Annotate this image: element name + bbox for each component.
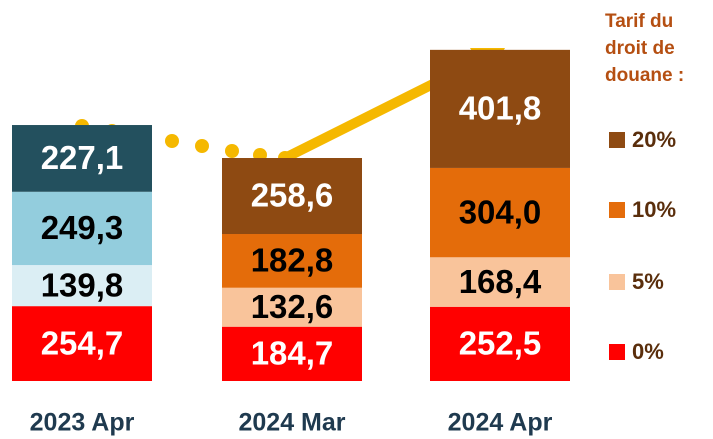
data-label: 249,3 bbox=[41, 209, 124, 246]
legend-swatch bbox=[609, 274, 625, 290]
data-label: 139,8 bbox=[41, 266, 124, 303]
legend-swatch bbox=[609, 344, 625, 360]
data-label: 184,7 bbox=[251, 335, 334, 372]
bar-segment bbox=[222, 287, 362, 327]
bar-segment bbox=[430, 306, 570, 381]
x-tick-label: 2024 Mar bbox=[238, 409, 345, 437]
bar-segment bbox=[430, 49, 570, 168]
bar-segment bbox=[12, 191, 152, 266]
legend-label: 10% bbox=[632, 197, 676, 222]
data-label: 304,0 bbox=[459, 193, 542, 230]
bar-segment bbox=[430, 257, 570, 307]
x-tick-label: 2024 Apr bbox=[448, 409, 553, 437]
bar-segment bbox=[430, 167, 570, 258]
data-label: 182,8 bbox=[251, 242, 334, 279]
legend-swatch bbox=[609, 202, 625, 218]
bar-segment bbox=[12, 125, 152, 192]
legend-title: Tarif du droit de douane : bbox=[605, 11, 685, 86]
bar-segment bbox=[12, 306, 152, 381]
data-label: 254,7 bbox=[41, 324, 124, 361]
data-label: 252,5 bbox=[459, 325, 542, 362]
data-label: 132,6 bbox=[251, 288, 334, 325]
legend-label: 5% bbox=[632, 269, 664, 294]
legend-label: 20% bbox=[632, 127, 676, 152]
bar-segment bbox=[222, 234, 362, 288]
bar-segment bbox=[222, 158, 362, 235]
data-label: 227,1 bbox=[41, 139, 124, 176]
legend-swatch bbox=[609, 132, 625, 148]
x-tick-label: 2023 Apr bbox=[30, 409, 135, 437]
bar-segment bbox=[222, 326, 362, 381]
legend-label: 0% bbox=[632, 339, 664, 364]
data-label: 401,8 bbox=[459, 90, 542, 127]
bar-segment bbox=[12, 265, 152, 307]
data-label: 168,4 bbox=[459, 263, 542, 300]
data-label: 258,6 bbox=[251, 177, 334, 214]
